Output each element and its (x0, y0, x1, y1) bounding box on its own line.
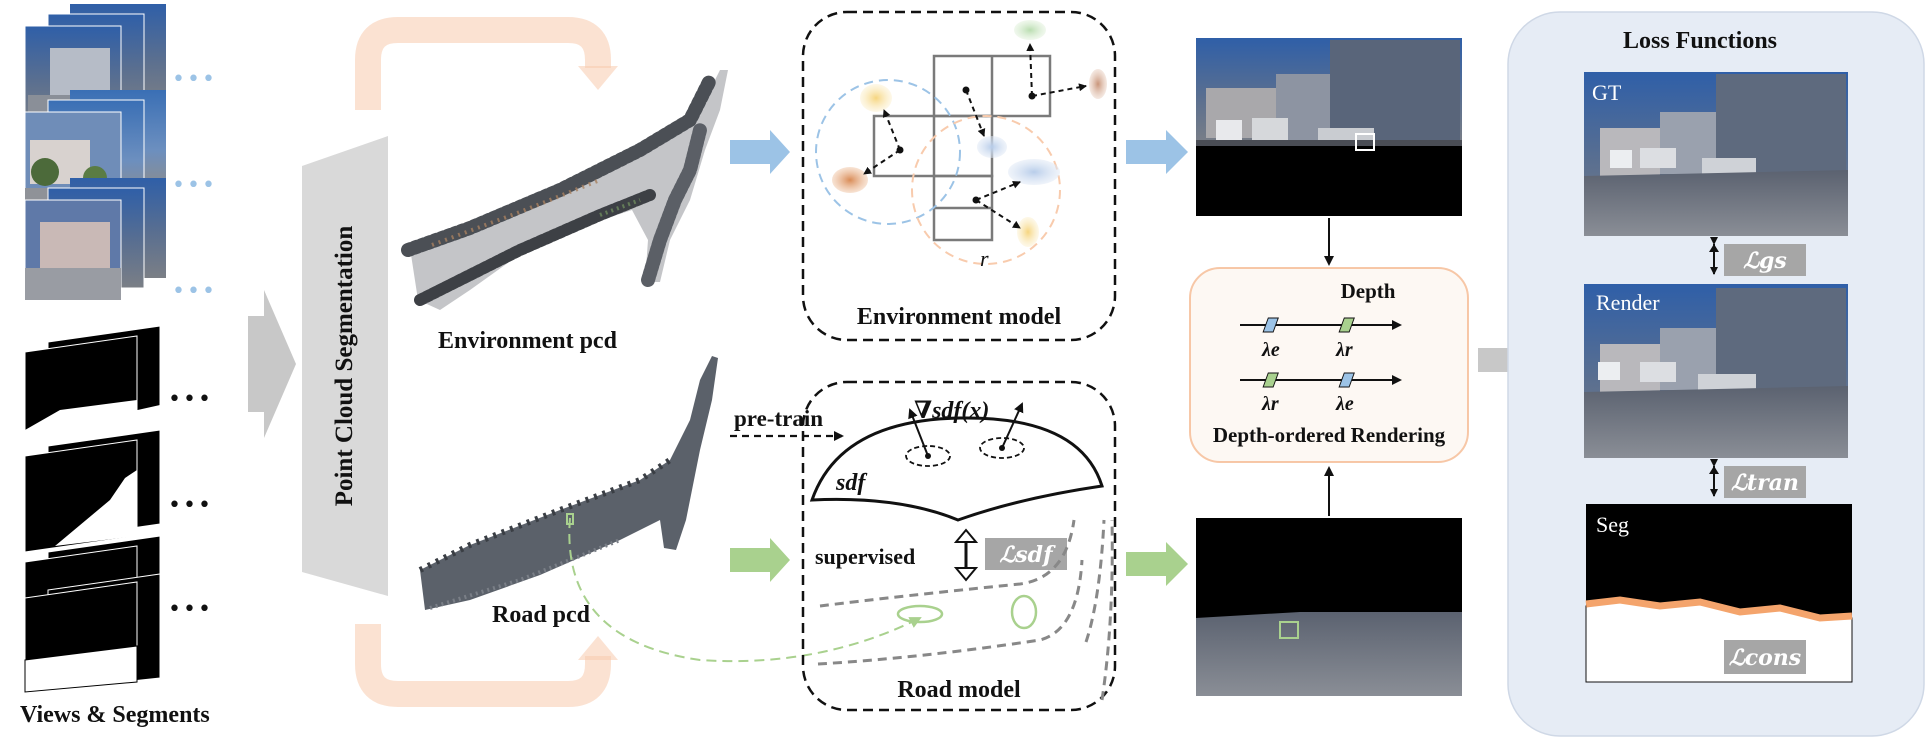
environment-model-box: r Environment model (801, 10, 1117, 342)
sdf-surface (809, 416, 1104, 522)
depth-ordered-rendering-label: Depth-ordered Rendering (1213, 423, 1446, 447)
point-cloud-segmentation-block: Point Cloud Segmentation (302, 136, 388, 596)
green-arrow-to-road-render (1126, 542, 1188, 586)
blue-arrow-to-env-model (730, 130, 790, 174)
road-render-image (1196, 518, 1462, 696)
gt-render-double-arrow (1709, 237, 1719, 275)
render-image: Render (1584, 284, 1848, 458)
lambda-r-bottom: λr (1261, 393, 1279, 415)
pre-train-label: pre-train (734, 406, 823, 431)
lambda-r-top: λr (1335, 339, 1353, 361)
environment-pcd-label: Environment pcd (438, 328, 618, 354)
peach-arrow-bottom-head (578, 636, 618, 660)
rgb-view-stack-3 (24, 178, 166, 301)
seg-mask-stack-2 (24, 429, 161, 553)
loss-cons-badge (1724, 640, 1806, 674)
loss-cons-label: ℒcons (1729, 645, 1801, 671)
radius-label: r (980, 246, 989, 271)
green-arrow-to-road-model (730, 538, 790, 582)
ellipsis-4: ••• (168, 387, 213, 412)
env-render-highlight (1355, 133, 1375, 151)
peach-arrow-top (355, 17, 611, 110)
environment-pcd (401, 70, 728, 310)
render-seg-double-arrow (1709, 459, 1719, 497)
road-model-box: ∇sdf(x) sdf supervised ℒsdf Road model (801, 380, 1117, 712)
supervised-label: supervised (815, 544, 915, 569)
loss-functions-title: Loss Functions (1623, 28, 1777, 54)
ellipsis-1: ••• (172, 67, 217, 92)
depth-ordered-rendering-box: Depth λe λr λr λe Depth-ordered Renderin… (1189, 267, 1469, 463)
blue-arrow-to-env-render (1126, 130, 1188, 174)
lambda-e-top: λe (1261, 339, 1280, 361)
road-pcd-label: Road pcd (492, 602, 591, 628)
sdf-label: sdf (835, 470, 867, 496)
input-arrow (248, 290, 296, 438)
road-render-highlight (1279, 621, 1299, 639)
loss-tran-badge (1724, 466, 1806, 498)
seg-label: Seg (1596, 512, 1629, 537)
grad-sdf-label: ∇sdf(x) (914, 398, 989, 424)
supervised-double-arrow (953, 528, 979, 582)
views-segments-label: Views & Segments (20, 702, 210, 728)
road-model-label: Road model (897, 677, 1021, 703)
loss-tran-label: ℒtran (1731, 470, 1799, 496)
ellipsis-3: ••• (172, 279, 217, 304)
road-gaussian-link (568, 517, 922, 663)
environment-model-label: Environment model (857, 304, 1062, 330)
loss-gs-label: ℒgs (1743, 248, 1787, 274)
loss-sdf-label: ℒsdf (999, 542, 1056, 568)
views-column: ••• ••• ••• ••• ••• ••• Views & (20, 4, 217, 728)
ellipsis-5: ••• (168, 493, 213, 518)
point-cloud-segmentation-label: Point Cloud Segmentation (331, 226, 358, 507)
seg-mask-stack-1 (24, 325, 161, 449)
loss-gs-badge (1724, 244, 1806, 276)
gt-label: GT (1592, 80, 1622, 105)
gt-image: GT (1584, 72, 1848, 236)
road-pcd (418, 356, 718, 610)
environment-render-image (1196, 38, 1462, 216)
peach-arrow-top-head (578, 66, 618, 90)
peach-arrow-bottom (355, 624, 611, 707)
seg-mask-stack-4 (24, 573, 161, 693)
loss-functions-panel: Loss Functions GT ℒgs (1507, 11, 1925, 737)
ellipsis-2: ••• (172, 173, 217, 198)
road-pcd-highlight (566, 513, 574, 525)
ellipsis-6: ••• (168, 597, 213, 622)
render-label: Render (1596, 290, 1660, 315)
depth-label: Depth (1341, 279, 1396, 303)
seg-image: Seg ℒcons (1585, 504, 1853, 683)
loss-sdf-badge (985, 538, 1067, 570)
lambda-e-bottom: λe (1335, 393, 1354, 415)
